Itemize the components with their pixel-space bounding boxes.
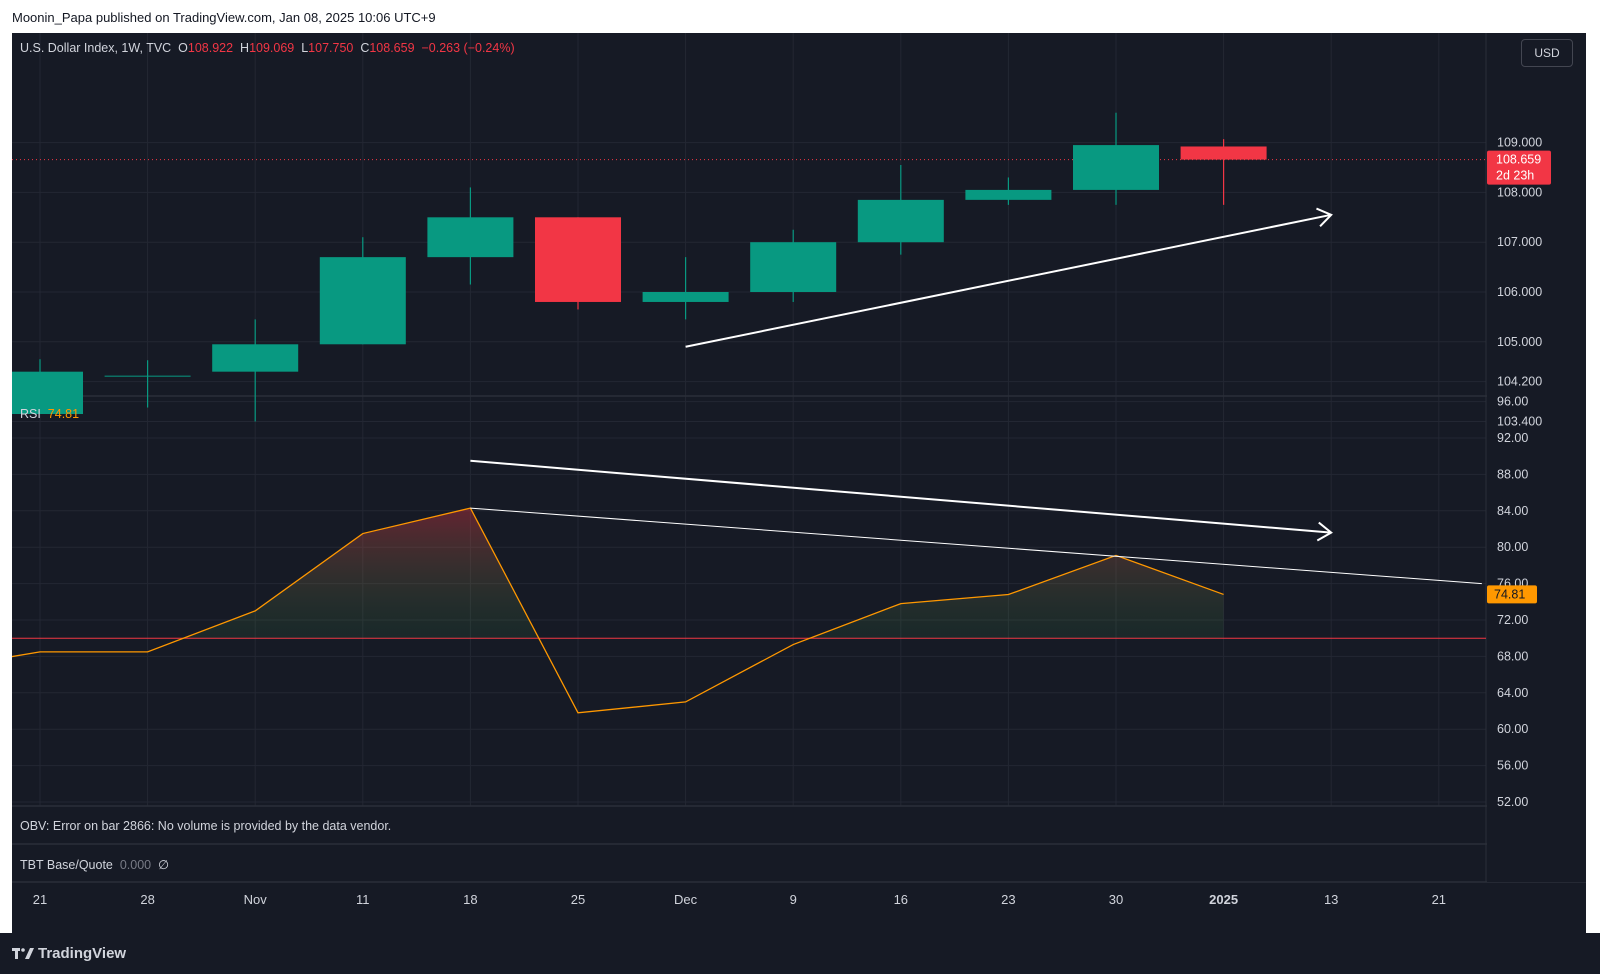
low-value: 107.750 [308,41,354,55]
candle-body [212,344,299,372]
rsi-tick-label: 60.00 [1497,722,1528,736]
price-tick-label: 106.000 [1497,285,1542,299]
time-tick-label: 16 [894,892,908,907]
time-tick-label: 11 [356,892,370,907]
symbol-legend: U.S. Dollar Index, 1W, TVC O108.922 H109… [20,41,515,55]
time-axis-background [12,883,1586,933]
time-axis: 21 28 Nov 11 18 25 Dec 9 16 23 30 2025 13 21 [12,883,1586,933]
time-tick-label: 30 [1109,892,1123,907]
candle-body [104,375,191,377]
rsi-tick-label: 96.00 [1497,395,1528,409]
publish-text: Moonin_Papa published on TradingView.com… [12,10,436,25]
open-label: O [178,41,188,55]
candle-body [427,217,514,258]
candle-body [319,257,406,345]
last-price-badge-value: 108.659 [1496,153,1541,167]
candle-body [642,292,729,302]
close-value: 108.659 [369,41,415,55]
obv-error-text: OBV: Error on bar 2866: No volume is pro… [20,819,392,833]
brand-name: TradingView [38,945,127,962]
chart-canvas[interactable]: 109.000 108.000 107.000 106.000 105.000 104.2… [12,33,1586,933]
close-label: C [360,41,370,55]
candle-body [12,371,83,415]
time-tick-label: Nov [244,892,268,907]
price-trend-arrow [685,213,1332,348]
rsi-tick-label: 68.00 [1497,649,1528,663]
price-tick-label: 103.400 [1497,414,1542,428]
rsi-value-badge-text: 74.81 [1494,587,1525,601]
candle-body [965,189,1052,200]
rsi-legend: RSI 74.81 [20,407,79,421]
candle-body [1073,145,1159,190]
price-tick-label: 107.000 [1497,235,1542,249]
candle-body [1180,146,1267,160]
last-price-badge [1487,150,1551,185]
drawing-layer [470,207,1482,585]
price-tick-label: 108.000 [1497,185,1542,199]
tradingview-logo[interactable]: TradingView [12,945,126,962]
time-tick-label: 21 [33,892,47,907]
change-value: −0.263 (−0.24%) [421,41,515,55]
low-label: L [301,41,309,55]
rsi-tick-label: 80.00 [1497,540,1528,554]
time-tick-label: 28 [140,892,154,907]
currency-button[interactable]: USD [1521,39,1573,67]
time-tick-label: 2025 [1209,892,1238,907]
price-tick-label: 104.200 [1497,375,1542,389]
tbt-value: 0.000 [119,858,152,872]
tbt-symbol: ∅ [158,858,169,872]
candle-body [857,199,944,243]
rsi-tick-label: 64.00 [1497,686,1528,700]
rsi-trend-arrow-head [1316,521,1333,542]
price-axis: 109.000 108.000 107.000 106.000 105.000 104.2… [1487,33,1586,882]
last-price-countdown: 2d 23h [1496,169,1534,183]
time-tick-label: 21 [1432,892,1446,907]
chart-area[interactable]: 109.000 108.000 107.000 106.000 105.000 104.2… [12,33,1586,933]
time-tick-label: 13 [1324,892,1338,907]
rsi-tick-label: 92.00 [1497,431,1528,445]
tbt-legend: TBT Base/Quote 0.000 ∅ [20,857,169,872]
time-tick-label: 23 [1001,892,1015,907]
rsi-trend-arrow [470,459,1332,534]
time-tick-label: 9 [790,892,797,907]
time-tick-label: 25 [571,892,585,907]
tradingview-icon [12,947,34,959]
rsi-line [12,507,1224,714]
price-pane [12,112,1486,422]
rsi-tick-label: 84.00 [1497,504,1528,518]
rsi-overbought-fill [12,508,1224,639]
publish-header: Moonin_Papa published on TradingView.com… [0,0,1600,33]
high-label: H [240,41,250,55]
rsi-pane [12,507,1486,714]
high-value: 109.069 [249,41,295,55]
footer-bar: TradingView [0,933,1600,974]
price-tick-label: 105.000 [1497,335,1542,349]
price-trend-arrow-head [1316,207,1333,228]
rsi-trend-line [470,507,1482,585]
candle-body [535,217,621,302]
open-value: 108.922 [187,41,234,55]
rsi-tick-label: 56.00 [1497,759,1528,773]
tbt-label: TBT Base/Quote [20,858,113,872]
candle-body [750,242,837,292]
rsi-tick-label: 52.00 [1497,795,1528,809]
time-tick-label: 18 [463,892,477,907]
time-tick-label: Dec [674,892,698,907]
pane-separators [12,33,1586,883]
rsi-label: RSI [20,407,41,421]
obv-legend: OBV: Error on bar 2866: No volume is pro… [20,819,391,833]
rsi-tick-label: 88.00 [1497,467,1528,481]
rsi-tick-label: 72.00 [1497,613,1528,627]
rsi-value-badge [1487,585,1537,604]
rsi-value: 74.81 [47,407,80,421]
price-tick-label: 109.000 [1497,136,1542,150]
symbol-name: U.S. Dollar Index, 1W, TVC [20,41,172,55]
